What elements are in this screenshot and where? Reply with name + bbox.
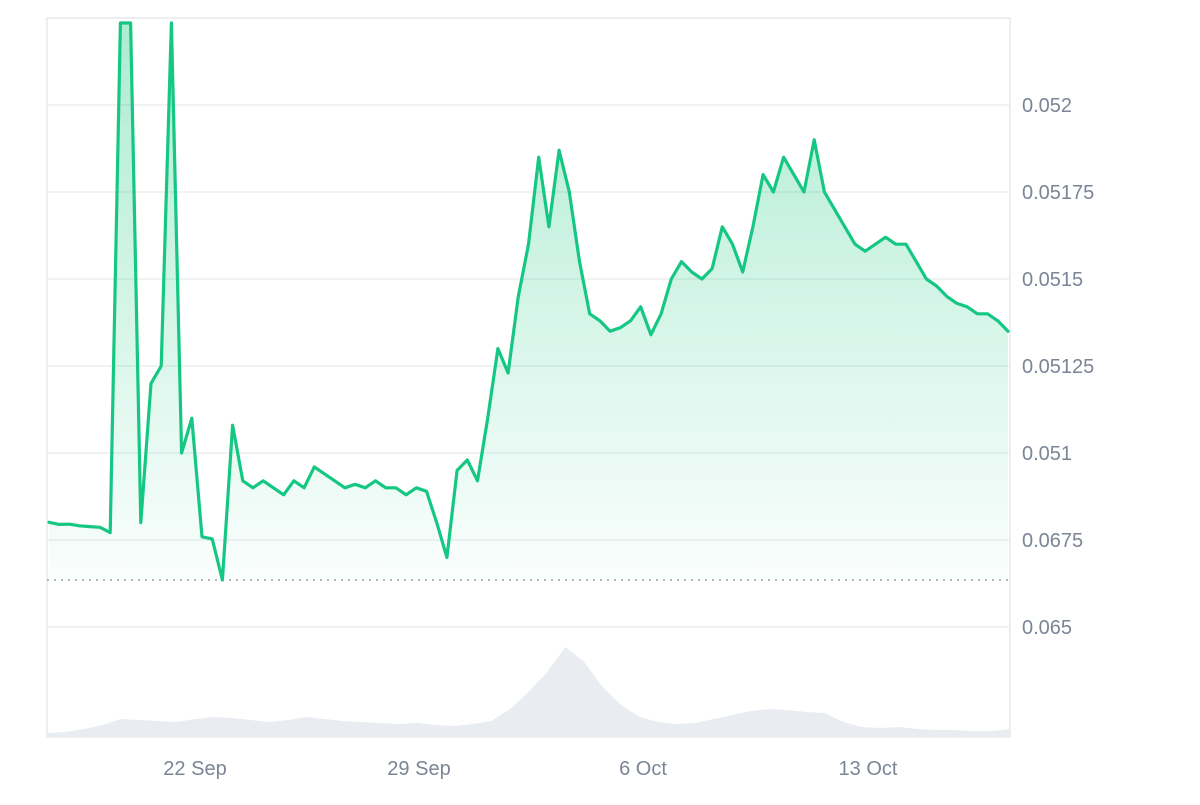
x-axis-ticks: 22 Sep 29 Sep 6 Oct 13 Oct xyxy=(163,758,898,780)
volume-bars xyxy=(47,647,1010,737)
x-tick-label: 22 Sep xyxy=(163,758,226,780)
price-area xyxy=(49,23,1008,580)
x-tick-label: 13 Oct xyxy=(839,758,898,780)
x-tick-label: 6 Oct xyxy=(619,758,667,780)
y-tick-label: 0.051 xyxy=(1022,443,1072,465)
y-tick-label: 0.0675 xyxy=(1022,530,1083,552)
y-tick-label: 0.052 xyxy=(1022,95,1072,117)
y-axis-ticks: 0.052 0.05175 0.0515 0.05125 0.051 0.0675 0.06… xyxy=(1022,95,1094,639)
y-tick-label: 0.0515 xyxy=(1022,269,1083,291)
y-tick-label: 0.065 xyxy=(1022,617,1072,639)
price-line-path xyxy=(47,21,1010,582)
price-area-fill xyxy=(49,23,1008,580)
x-tick-label: 29 Sep xyxy=(387,758,450,780)
y-tick-label: 0.05175 xyxy=(1022,182,1094,204)
price-line xyxy=(47,21,1010,582)
volume-area xyxy=(47,647,1010,737)
y-tick-label: 0.05125 xyxy=(1022,356,1094,378)
